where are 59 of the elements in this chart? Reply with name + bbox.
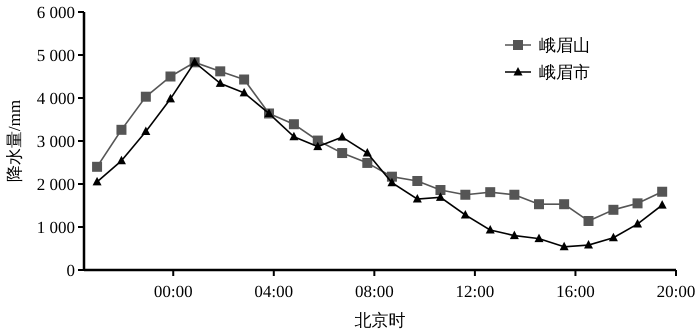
point: [141, 126, 150, 136]
x-axis-title: 北京时: [354, 311, 406, 330]
point: [632, 198, 643, 208]
y-tick-label: 1 000: [36, 218, 75, 237]
point: [633, 218, 642, 228]
point: [313, 142, 322, 150]
point: [412, 176, 422, 186]
point: [240, 88, 249, 96]
point: [534, 234, 544, 242]
point: [362, 148, 372, 157]
point: [215, 66, 226, 76]
x-tick-label: 12:00: [456, 282, 494, 301]
point: [608, 204, 618, 215]
point: [608, 232, 618, 242]
point: [412, 194, 422, 203]
legend-label: 峨眉市: [539, 63, 590, 82]
point: [216, 78, 225, 87]
point: [460, 210, 470, 218]
point: [338, 132, 347, 141]
point: [486, 225, 495, 234]
point: [460, 190, 470, 200]
point: [658, 200, 667, 209]
point: [436, 192, 445, 201]
point: [140, 92, 151, 102]
x-tick-label: 00:00: [154, 282, 193, 301]
point: [485, 187, 496, 198]
point: [92, 162, 102, 172]
x-tick-label: 04:00: [254, 282, 294, 301]
point: [337, 148, 348, 158]
point: [92, 176, 102, 186]
point: [289, 132, 298, 140]
y-tick-label: 6 000: [36, 3, 75, 22]
y-tick-label: 4 000: [36, 89, 75, 108]
y-tick-label: 5 000: [36, 46, 75, 65]
point: [509, 190, 520, 200]
point: [435, 185, 446, 196]
x-tick-label: 16:00: [556, 282, 595, 301]
point: [288, 119, 299, 130]
point: [560, 242, 569, 250]
point: [657, 186, 668, 197]
point: [362, 158, 372, 168]
point: [584, 240, 594, 249]
y-tick-label: 3 000: [36, 132, 75, 151]
point: [559, 199, 570, 210]
point: [165, 72, 176, 82]
legend-label: 峨眉山: [539, 36, 590, 55]
point: [116, 156, 126, 164]
y-tick-label: 2 000: [36, 175, 75, 194]
point: [166, 94, 175, 102]
point: [116, 124, 126, 135]
point: [239, 74, 250, 85]
point: [534, 199, 544, 210]
point: [387, 178, 396, 186]
x-tick-label: 08:00: [354, 282, 394, 301]
y-tick-label: 0: [66, 261, 75, 280]
x-tick-label: 20:00: [656, 282, 696, 301]
y-axis-title: 降水量/mm: [5, 100, 24, 182]
point: [584, 216, 594, 226]
point: [510, 230, 519, 240]
